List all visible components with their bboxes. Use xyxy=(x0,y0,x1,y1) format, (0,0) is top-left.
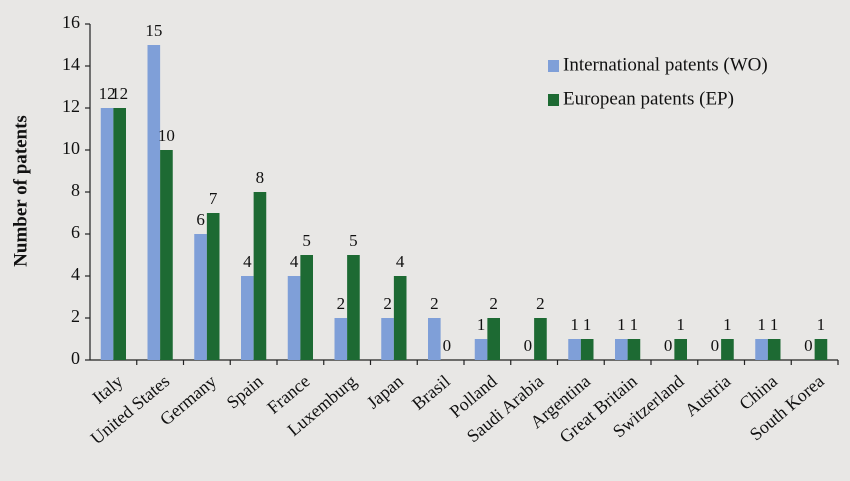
data-label: 1 xyxy=(723,315,732,334)
data-label: 0 xyxy=(711,336,720,355)
data-label: 4 xyxy=(290,252,299,271)
bar xyxy=(474,339,488,360)
data-label: 4 xyxy=(396,252,405,271)
y-tick-label: 12 xyxy=(62,96,80,116)
bar xyxy=(393,276,407,360)
bar xyxy=(487,318,500,360)
legend-label: International patents (WO) xyxy=(563,54,768,75)
bar xyxy=(160,150,173,360)
bar xyxy=(334,318,348,360)
bar xyxy=(347,255,360,360)
data-label: 1 xyxy=(583,315,592,334)
y-tick-label: 8 xyxy=(71,180,80,200)
data-label: 2 xyxy=(489,294,498,313)
y-tick-label: 4 xyxy=(71,264,80,284)
bar xyxy=(206,213,220,360)
data-label: 15 xyxy=(145,21,162,40)
bar xyxy=(580,339,594,360)
bar xyxy=(100,108,114,360)
bar xyxy=(534,318,547,360)
bar xyxy=(615,339,628,360)
bar xyxy=(147,45,161,360)
bar xyxy=(287,276,301,360)
bar xyxy=(113,108,126,360)
data-label: 2 xyxy=(337,294,346,313)
y-tick-label: 10 xyxy=(62,138,80,158)
bar xyxy=(241,276,254,360)
data-label: 12 xyxy=(99,84,116,103)
bar xyxy=(767,339,781,360)
data-label: 2 xyxy=(383,294,392,313)
bar xyxy=(814,339,828,360)
y-tick-label: 2 xyxy=(71,306,80,326)
y-tick-label: 6 xyxy=(71,222,80,242)
bar xyxy=(381,318,394,360)
legend-swatch xyxy=(548,60,559,72)
legend-swatch xyxy=(548,94,559,106)
data-label: 0 xyxy=(804,336,813,355)
data-label: 10 xyxy=(158,126,175,145)
bar xyxy=(428,318,441,360)
data-label: 1 xyxy=(617,315,626,334)
data-label: 2 xyxy=(536,294,545,313)
data-label: 1 xyxy=(630,315,639,334)
bar xyxy=(253,192,267,360)
y-tick-label: 0 xyxy=(71,348,80,368)
data-label: 5 xyxy=(302,231,311,250)
data-label: 4 xyxy=(243,252,252,271)
data-label: 2 xyxy=(430,294,439,313)
data-label: 1 xyxy=(676,315,685,334)
bar xyxy=(674,339,687,360)
bar xyxy=(755,339,768,360)
bar xyxy=(194,234,207,360)
bar xyxy=(568,339,581,360)
data-label: 1 xyxy=(477,315,486,334)
data-label: 0 xyxy=(524,336,533,355)
legend-label: European patents (EP) xyxy=(563,88,734,109)
data-label: 0 xyxy=(443,336,452,355)
data-label: 0 xyxy=(664,336,673,355)
bar xyxy=(721,339,734,360)
y-axis-label: Number of patents xyxy=(10,115,31,267)
data-label: 8 xyxy=(256,168,265,187)
data-label: 7 xyxy=(209,189,218,208)
data-label: 1 xyxy=(570,315,579,334)
bar xyxy=(627,339,641,360)
data-label: 1 xyxy=(757,315,766,334)
data-label: 12 xyxy=(111,84,128,103)
data-label: 6 xyxy=(196,210,205,229)
y-tick-label: 16 xyxy=(62,12,80,32)
bar xyxy=(300,255,313,360)
data-label: 5 xyxy=(349,231,358,250)
data-label: 1 xyxy=(770,315,779,334)
data-label: 1 xyxy=(817,315,826,334)
y-tick-label: 14 xyxy=(62,54,80,74)
